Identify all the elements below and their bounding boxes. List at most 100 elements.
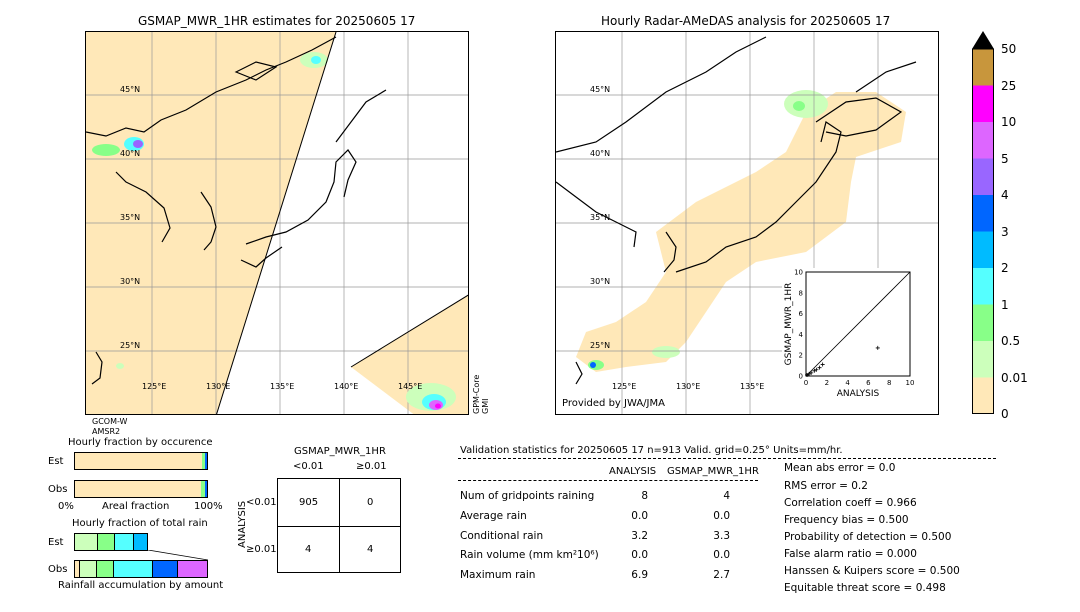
occurrence-title: Hourly fraction by occurence bbox=[68, 437, 213, 448]
right-lon-label-125: 125°E bbox=[612, 382, 637, 391]
lon-label-145: 145°E bbox=[398, 382, 423, 391]
colorbar-segment bbox=[972, 231, 994, 268]
score-line: Frequency bias = 0.500 bbox=[784, 514, 909, 526]
right-lon-label-130: 130°E bbox=[676, 382, 701, 391]
scatter-x-tick: 10 bbox=[906, 379, 915, 387]
contingency-table: 905 0 4 4 bbox=[277, 478, 401, 573]
scatter-y-tick: 10 bbox=[794, 269, 803, 277]
colorbar-extend-triangle bbox=[972, 31, 994, 49]
total-rain-footer: Rainfall accumulation by amount bbox=[58, 580, 224, 591]
contingency-row-header-2: ≥0.01 bbox=[246, 544, 277, 555]
scatter-plot: 00 2 2 4 4 6 6 8 8 10 10 ANALYSIS GSMAP_MWR_1HR bbox=[784, 269, 915, 400]
lat-label-45: 45°N bbox=[120, 85, 141, 94]
colorbar-segment bbox=[972, 268, 994, 305]
right-lon-label-135: 135°E bbox=[740, 382, 765, 391]
occurrence-bar-obs bbox=[74, 480, 208, 498]
total-rain-connector bbox=[147, 550, 208, 561]
right-lat-label-40: 40°N bbox=[590, 149, 611, 158]
lon-label-135: 135°E bbox=[270, 382, 295, 391]
colorbar-segment bbox=[972, 195, 994, 232]
sensor-left-line1: GCOM-W bbox=[92, 417, 128, 426]
validation-row-gsmap: 2.7 bbox=[713, 569, 730, 581]
scatter-y-tick: 8 bbox=[799, 289, 803, 297]
colorbar-segment bbox=[972, 158, 994, 195]
occurrence-axis-mid: Areal fraction bbox=[102, 501, 170, 512]
scatter-x-tick: 2 bbox=[825, 379, 829, 387]
validation-row-gsmap: 3.3 bbox=[713, 530, 730, 542]
right-lat-label-45: 45°N bbox=[590, 85, 611, 94]
validation-row-label: Maximum rain bbox=[460, 569, 536, 581]
validation-col-analysis: ANALYSIS bbox=[609, 466, 657, 477]
contingency-cell-21: 4 bbox=[305, 544, 312, 555]
validation-row-label: Average rain bbox=[460, 510, 527, 522]
scatter-point bbox=[820, 362, 825, 367]
colorbar-segment bbox=[972, 304, 994, 341]
contingency-title: GSMAP_MWR_1HR bbox=[294, 446, 386, 457]
validation-row-analysis: 0.0 bbox=[631, 510, 648, 522]
colorbar-label: 0.01 bbox=[1001, 370, 1028, 385]
sensor-right-line1: GPM-Core bbox=[472, 374, 481, 414]
score-line: Probability of detection = 0.500 bbox=[784, 531, 952, 543]
colorbar-label: 2 bbox=[1001, 261, 1009, 275]
contingency-cell-11: 905 bbox=[299, 497, 319, 508]
lat-label-35: 35°N bbox=[120, 213, 141, 222]
validation-row-analysis: 6.9 bbox=[631, 569, 648, 581]
validation-col-gsmap: GSMAP_MWR_1HR bbox=[667, 466, 759, 477]
lat-label-25: 25°N bbox=[120, 341, 141, 350]
right-map: 45°N 40°N 35°N 30°N 25°N 125°E 130°E 135… bbox=[555, 31, 939, 415]
score-line: Mean abs error = 0.0 bbox=[784, 462, 896, 474]
colorbar-label: 1 bbox=[1001, 297, 1009, 312]
validation-row-label: Num of gridpoints raining bbox=[460, 490, 595, 502]
lat-label-30: 30°N bbox=[120, 277, 141, 286]
occurrence-row-obs: Obs bbox=[48, 484, 68, 495]
contingency-row-header-1: <0.01 bbox=[246, 497, 277, 508]
occurrence-bar-est bbox=[74, 452, 208, 470]
colorbar-label: 0.5 bbox=[1001, 334, 1021, 348]
scatter-y-tick: 2 bbox=[799, 352, 803, 360]
colorbar-segment bbox=[972, 377, 994, 414]
colorbar-segment bbox=[972, 122, 994, 159]
contingency-cell-22: 4 bbox=[367, 544, 374, 555]
right-lat-label-30: 30°N bbox=[590, 277, 611, 286]
left-map-svg bbox=[86, 32, 468, 414]
validation-row-label: Rain volume (mm km²10⁶) bbox=[460, 549, 599, 561]
colorbar-segment bbox=[972, 49, 994, 86]
left-map-title: GSMAP_MWR_1HR estimates for 20250605 17 bbox=[138, 14, 416, 28]
contingency-col-header-2: ≥0.01 bbox=[356, 461, 387, 472]
contingency-col-header-1: <0.01 bbox=[293, 461, 324, 472]
validation-row-analysis: 3.2 bbox=[631, 530, 648, 542]
colorbar-label: 3 bbox=[1001, 224, 1009, 239]
colorbar-segment bbox=[972, 341, 994, 378]
total-rain-row-obs: Obs bbox=[48, 564, 68, 575]
left-map: 45°N 40°N 35°N 30°N 25°N 125°E 130°E 135… bbox=[85, 31, 469, 415]
scatter-point bbox=[805, 372, 810, 377]
right-map-title: Hourly Radar-AMeDAS analysis for 2025060… bbox=[601, 14, 891, 28]
occurrence-axis-left: 0% bbox=[58, 501, 74, 512]
scatter-point bbox=[812, 368, 817, 373]
score-line: False alarm ratio = 0.000 bbox=[784, 548, 917, 560]
validation-row-gsmap: 0.0 bbox=[713, 549, 730, 561]
colorbar-svg bbox=[972, 31, 994, 414]
scatter-y-tick: 0 bbox=[799, 373, 803, 381]
contingency-cell-12: 0 bbox=[367, 497, 374, 508]
scatter-x-tick: 6 bbox=[866, 379, 871, 387]
sensor-left-line2: AMSR2 bbox=[92, 427, 121, 436]
total-rain-title: Hourly fraction of total rain bbox=[72, 518, 208, 529]
occurrence-axis-right: 100% bbox=[194, 501, 223, 512]
lon-label-140: 140°E bbox=[334, 382, 359, 391]
scatter-y-tick: 6 bbox=[799, 310, 804, 318]
colorbar-label: 0 bbox=[1001, 407, 1009, 421]
score-line: RMS error = 0.2 bbox=[784, 480, 868, 492]
lon-label-125: 125°E bbox=[142, 382, 167, 391]
scatter-ylabel: GSMAP_MWR_1HR bbox=[784, 283, 794, 366]
colorbar-label: 50 bbox=[1001, 42, 1017, 56]
validation-header: Validation statistics for 20250605 17 n=… bbox=[460, 445, 843, 456]
lon-label-130: 130°E bbox=[206, 382, 231, 391]
scatter-x-tick: 4 bbox=[845, 379, 850, 387]
validation-row-label: Conditional rain bbox=[460, 530, 544, 542]
colorbar bbox=[972, 31, 994, 414]
occurrence-row-est: Est bbox=[48, 456, 64, 467]
right-lat-label-35: 35°N bbox=[590, 213, 611, 222]
colorbar-segment bbox=[972, 85, 994, 122]
colorbar-label: 10 bbox=[1001, 115, 1017, 129]
